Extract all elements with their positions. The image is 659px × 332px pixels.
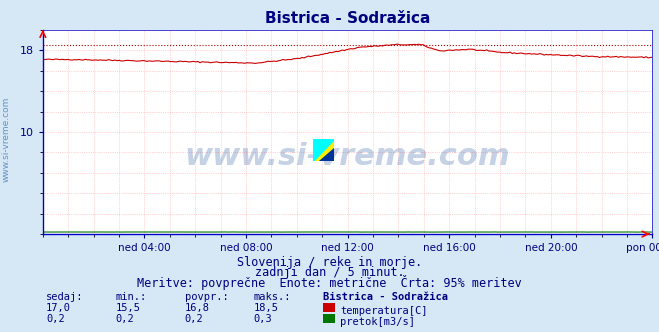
Text: www.si-vreme.com: www.si-vreme.com: [2, 97, 11, 182]
Text: Meritve: povprečne  Enote: metrične  Črta: 95% meritev: Meritve: povprečne Enote: metrične Črta:…: [137, 275, 522, 290]
Text: www.si-vreme.com: www.si-vreme.com: [185, 142, 511, 171]
Text: 0,2: 0,2: [185, 314, 203, 324]
Text: pretok[m3/s]: pretok[m3/s]: [340, 317, 415, 327]
Text: temperatura[C]: temperatura[C]: [340, 306, 428, 316]
Text: 0,3: 0,3: [254, 314, 272, 324]
Text: 0,2: 0,2: [115, 314, 134, 324]
Title: Bistrica - Sodražica: Bistrica - Sodražica: [265, 11, 430, 26]
Text: 15,5: 15,5: [115, 303, 140, 313]
Text: 18,5: 18,5: [254, 303, 279, 313]
Text: maks.:: maks.:: [254, 292, 291, 302]
Text: sedaj:: sedaj:: [46, 292, 84, 302]
Polygon shape: [313, 139, 334, 161]
Text: povpr.:: povpr.:: [185, 292, 228, 302]
Text: 0,2: 0,2: [46, 314, 65, 324]
Text: Slovenija / reke in morje.: Slovenija / reke in morje.: [237, 256, 422, 269]
Polygon shape: [313, 139, 334, 161]
Polygon shape: [320, 148, 334, 161]
Text: 16,8: 16,8: [185, 303, 210, 313]
Text: zadnji dan / 5 minut.: zadnji dan / 5 minut.: [254, 266, 405, 279]
Text: Bistrica - Sodražica: Bistrica - Sodražica: [323, 292, 448, 302]
Text: min.:: min.:: [115, 292, 146, 302]
Text: 17,0: 17,0: [46, 303, 71, 313]
